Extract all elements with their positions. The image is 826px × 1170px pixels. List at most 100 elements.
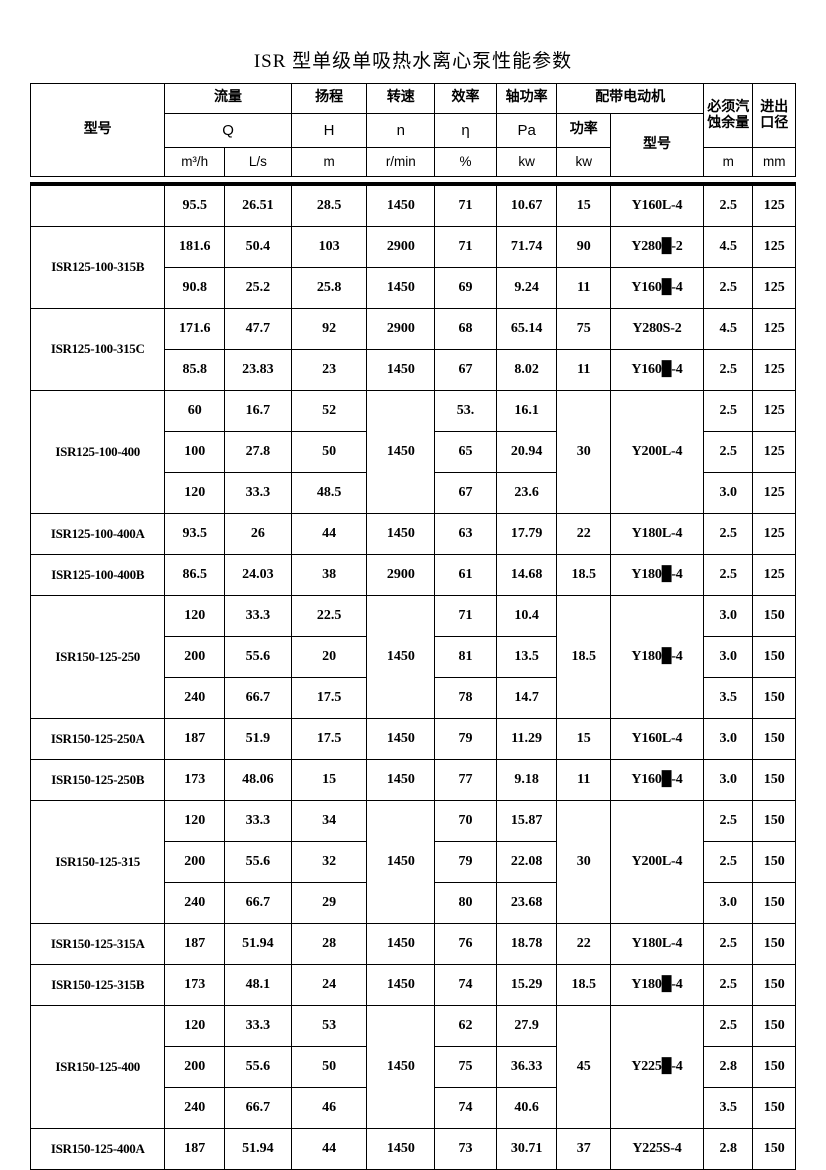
cell-model: ISR150-125-315: [29, 800, 166, 924]
cell-model: ISR150-125-400: [29, 1005, 166, 1129]
table-row: ISR125-100-400B 86.5 24.03 38 2900 61 14.68 18.…: [29, 554, 796, 596]
cell-model: ISR125-100-400B: [29, 554, 166, 596]
cell-efficiency: 76: [434, 923, 497, 965]
cell-motor-power: 30: [556, 800, 611, 924]
cell-motor-model: Y280█-2: [609, 226, 704, 268]
cell-shaft-power: 14.7: [495, 677, 558, 719]
header-shaftpower-group: 轴功率: [495, 83, 558, 114]
cell-model: ISR150-125-315A: [29, 923, 166, 965]
cell-speed: 1450: [366, 800, 436, 924]
cell-speed: 1450: [366, 513, 436, 555]
cell-head: 46: [290, 1087, 368, 1129]
cell-efficiency: 68: [434, 308, 497, 350]
header-efficiency-symbol: η: [434, 113, 497, 148]
cell-shaft-power: 14.68: [495, 554, 558, 596]
cell-npsh: 3.0: [702, 636, 754, 678]
cell-motor-model: Y180L-4: [609, 513, 704, 555]
cell-motor-model: Y200L-4: [609, 390, 704, 514]
cell-model: ISR150-125-400A: [29, 1128, 166, 1170]
cell-efficiency: 62: [434, 1005, 497, 1047]
cell-bore: 150: [752, 677, 796, 719]
cell-flow-m3h: 100: [164, 431, 225, 473]
cell-speed: 1450: [366, 267, 436, 309]
header-model: 型号: [29, 83, 166, 177]
header-motor-group: 配带电动机: [556, 83, 704, 114]
cell-npsh: 2.5: [702, 964, 754, 1006]
cell-flow-ls: 25.2: [224, 267, 292, 309]
cell-npsh: 2.8: [702, 1046, 754, 1088]
cell-npsh: 3.0: [702, 882, 754, 924]
cell-bore: 125: [752, 308, 796, 350]
cell-npsh: 3.5: [702, 677, 754, 719]
cell-speed: 2900: [366, 308, 436, 350]
header-unit-m3h: m³/h: [164, 147, 225, 177]
cell-head: 50: [290, 431, 368, 473]
cell-bore: 150: [752, 595, 796, 637]
cell-head: 17.5: [290, 677, 368, 719]
cell-npsh: 4.5: [702, 226, 754, 268]
cell-head: 15: [290, 759, 368, 801]
cell-npsh: 3.5: [702, 1087, 754, 1129]
cell-shaft-power: 15.87: [495, 800, 558, 842]
cell-npsh: 3.0: [702, 472, 754, 514]
table-row: 240 66.7 29 80 23.68 3.0 150: [31, 882, 796, 924]
cell-efficiency: 75: [434, 1046, 497, 1088]
cell-motor-power: 75: [556, 308, 611, 350]
cell-shaft-power: 65.14: [495, 308, 558, 350]
cell-motor-model: Y160L-4: [609, 185, 704, 227]
cell-model: ISR125-100-400: [29, 390, 166, 514]
table-row: ISR125-100-315B 181.6 50.4 103 2900 71 71.74 90…: [29, 226, 796, 309]
cell-bore: 125: [752, 390, 796, 432]
header-unit-motor-power: kw: [556, 147, 611, 177]
cell-npsh: 3.0: [702, 718, 754, 760]
cell-flow-m3h: 95.5: [164, 185, 225, 227]
cell-efficiency: 70: [434, 800, 497, 842]
cell-head: 44: [290, 513, 368, 555]
cell-flow-m3h: 187: [164, 718, 225, 760]
cell-head: 50: [290, 1046, 368, 1088]
cell-efficiency: 80: [434, 882, 497, 924]
table-row: 200 55.6 50 75 36.33 2.8 150: [31, 1046, 796, 1088]
cell-efficiency: 71: [434, 595, 497, 637]
cell-motor-power: 15: [556, 718, 611, 760]
cell-head: 34: [290, 800, 368, 842]
cell-bore: 125: [752, 554, 796, 596]
cell-flow-m3h: 93.5: [164, 513, 225, 555]
cell-shaft-power: 13.5: [495, 636, 558, 678]
table-row: ISR150-125-250A 187 51.9 17.5 1450 79 11.29 15 Y…: [29, 718, 796, 760]
cell-efficiency: 67: [434, 472, 497, 514]
cell-flow-m3h: 120: [164, 800, 225, 842]
cell-head: 25.8: [290, 267, 368, 309]
cell-npsh: 2.5: [702, 923, 754, 965]
cell-motor-power: 45: [556, 1005, 611, 1129]
cell-shaft-power: 22.08: [495, 841, 558, 883]
cell-motor-power: 18.5: [556, 964, 611, 1006]
cell-speed: 1450: [366, 964, 436, 1006]
cell-npsh: 2.5: [702, 513, 754, 555]
cell-flow-ls: 33.3: [224, 800, 292, 842]
table-header: 型号 流量 扬程 转速 效率 轴功率 配带电动机 必须汽 蚀余量 进出 口径 Q…: [29, 83, 796, 177]
cell-efficiency: 81: [434, 636, 497, 678]
cell-flow-ls: 33.3: [224, 595, 292, 637]
header-speed-symbol: n: [366, 113, 436, 148]
table-row: ISR150-125-315 120 33.3 34 1450 70 15.87 30 Y200…: [29, 800, 796, 924]
cell-motor-model: Y225S-4: [609, 1128, 704, 1170]
cell-flow-ls: 50.4: [224, 226, 292, 268]
cell-npsh: 2.5: [702, 185, 754, 227]
cell-shaft-power: 30.71: [495, 1128, 558, 1170]
cell-flow-m3h: 120: [164, 595, 225, 637]
cell-flow-m3h: 200: [164, 841, 225, 883]
cell-motor-power: 11: [556, 349, 611, 391]
cell-efficiency: 63: [434, 513, 497, 555]
cell-flow-m3h: 240: [164, 1087, 225, 1129]
table-row: ISR150-125-315B 173 48.1 24 1450 74 15.29 18.5 Y…: [29, 964, 796, 1006]
cell-npsh: 2.5: [702, 841, 754, 883]
cell-head: 48.5: [290, 472, 368, 514]
cell-flow-ls: 66.7: [224, 1087, 292, 1129]
cell-flow-ls: 33.3: [224, 472, 292, 514]
cell-bore: 150: [752, 1005, 796, 1047]
cell-npsh: 2.5: [702, 349, 754, 391]
cell-head: 24: [290, 964, 368, 1006]
cell-shaft-power: 20.94: [495, 431, 558, 473]
